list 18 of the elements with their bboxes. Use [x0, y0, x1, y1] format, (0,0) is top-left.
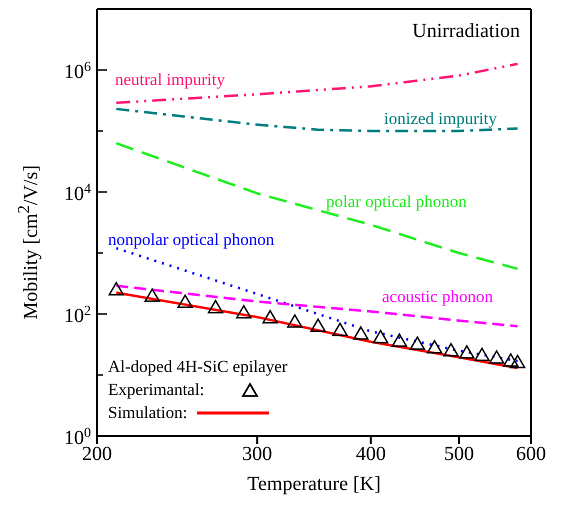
- legend-title: Al-doped 4H-SiC epilayer: [108, 356, 288, 378]
- legend-label: Simulation:: [108, 402, 188, 424]
- y-tick-label: 10$^{4}$: [64, 182, 91, 205]
- x-tick-label: 500: [444, 443, 474, 466]
- series-label: acoustic phonon: [382, 287, 493, 307]
- x-tick-label: 300: [242, 443, 272, 466]
- x-axis-title: Temperature [K]: [247, 473, 381, 495]
- x-tick-label: 200: [82, 443, 112, 466]
- y-tick-label: 10$^{6}$: [64, 60, 91, 83]
- series-label: nonpolar optical phonon: [108, 230, 274, 250]
- y-tick-label: 10$^{2}$: [64, 304, 91, 327]
- text: Unirradiation: [412, 20, 520, 43]
- series-label: polar optical phonon: [326, 192, 467, 212]
- legend-label: Experimantal:: [108, 379, 204, 401]
- series-label: neutral impurity: [115, 70, 226, 90]
- x-tick-label: 600: [516, 443, 546, 466]
- series-label: ionized impurity: [384, 109, 497, 129]
- x-tick-label: 400: [356, 443, 386, 466]
